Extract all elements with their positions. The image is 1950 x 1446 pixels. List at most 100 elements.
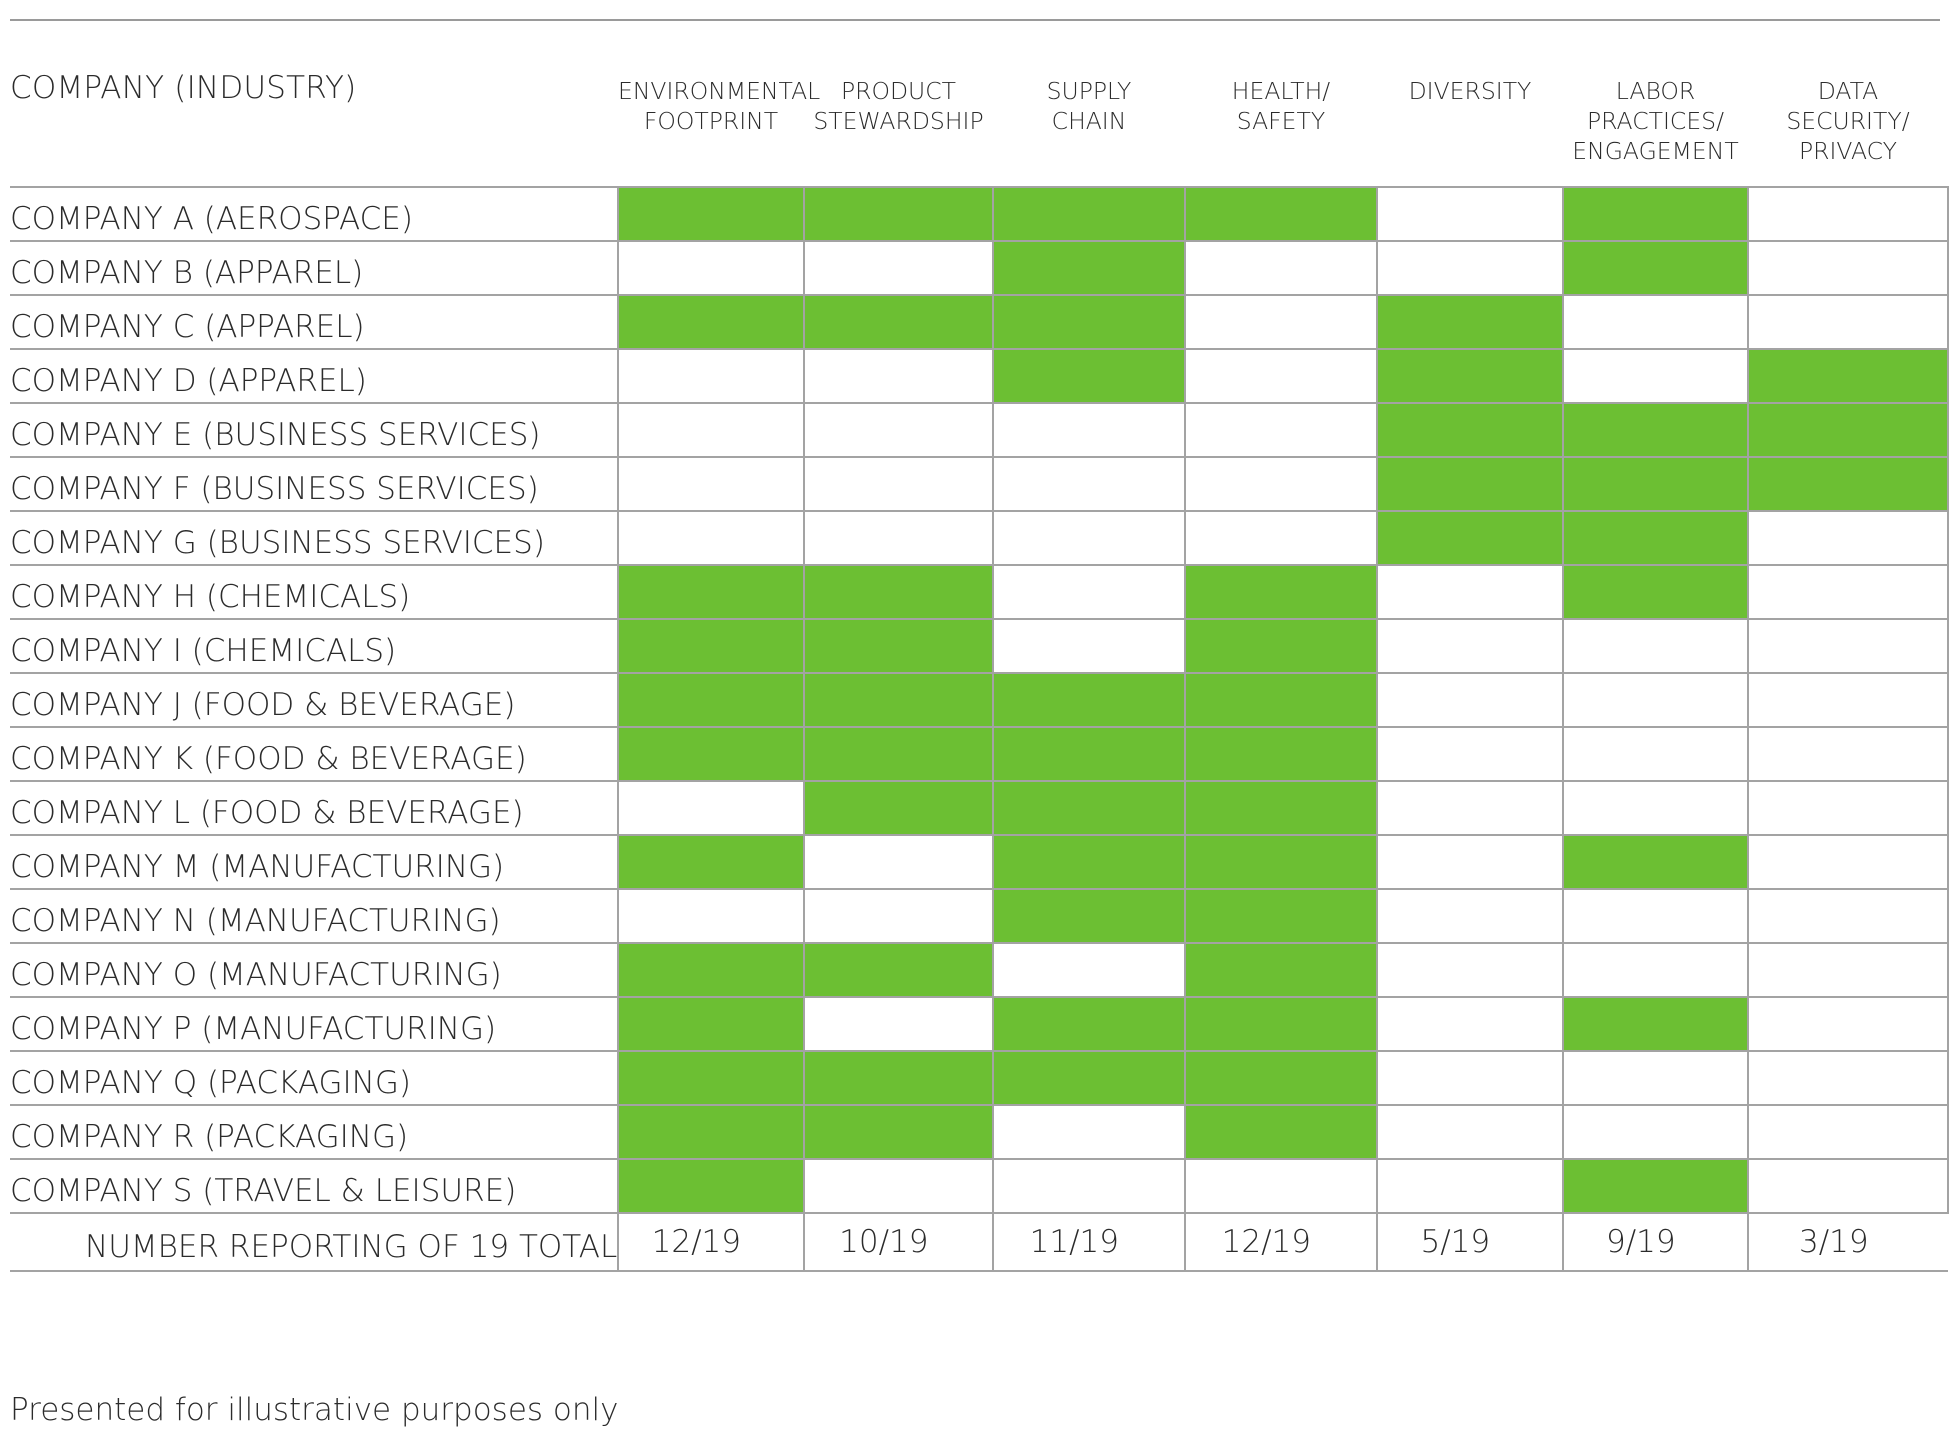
not-reported-cell — [1184, 1158, 1379, 1214]
company-label: COMPANY M (MANUFACTURING) — [10, 834, 620, 890]
not-reported-cell — [1747, 942, 1950, 998]
reported-cell — [1184, 1050, 1379, 1106]
table-row: COMPANY C (APPAREL) — [10, 294, 1950, 350]
reported-cell — [1747, 402, 1950, 458]
not-reported-cell — [1747, 294, 1950, 350]
reported-cell — [1562, 456, 1750, 512]
table-row: COMPANY M (MANUFACTURING) — [10, 834, 1950, 890]
company-label: COMPANY L (FOOD & BEVERAGE) — [10, 780, 620, 836]
not-reported-cell — [1376, 780, 1565, 836]
not-reported-cell — [1747, 240, 1950, 296]
reported-cell — [1184, 726, 1379, 782]
table-row: COMPANY S (TRAVEL & LEISURE) — [10, 1158, 1950, 1214]
table-row: COMPANY A (AEROSPACE) — [10, 186, 1950, 242]
column-header-1: ENVIRONMENTAL FOOTPRINT — [618, 76, 820, 136]
not-reported-cell — [992, 1104, 1187, 1160]
not-reported-cell — [803, 510, 995, 566]
reported-cell — [1562, 402, 1750, 458]
reported-cell — [1562, 996, 1750, 1052]
reported-cell — [992, 996, 1187, 1052]
not-reported-cell — [803, 1158, 995, 1214]
table-row: COMPANY G (BUSINESS SERVICES) — [10, 510, 1950, 566]
not-reported-cell — [617, 456, 806, 512]
reported-cell — [803, 672, 995, 728]
not-reported-cell — [617, 240, 806, 296]
not-reported-cell — [1376, 726, 1565, 782]
reported-cell — [803, 1104, 995, 1160]
reported-cell — [1562, 240, 1750, 296]
company-label: COMPANY I (CHEMICALS) — [10, 618, 620, 674]
reported-cell — [992, 186, 1187, 242]
reported-cell — [803, 726, 995, 782]
reported-cell — [992, 726, 1187, 782]
reported-cell — [803, 294, 995, 350]
reported-cell — [1562, 834, 1750, 890]
column-header-3: SUPPLY CHAIN — [993, 76, 1185, 136]
reported-cell — [992, 1050, 1187, 1106]
not-reported-cell — [1562, 780, 1750, 836]
company-label: COMPANY P (MANUFACTURING) — [10, 996, 620, 1052]
top-rule — [10, 19, 1940, 21]
reported-cell — [992, 834, 1187, 890]
reported-cell — [1562, 564, 1750, 620]
reported-cell — [1184, 834, 1379, 890]
not-reported-cell — [1747, 996, 1950, 1052]
column-header-line: STEWARDSHIP — [813, 107, 984, 135]
not-reported-cell — [1747, 1050, 1950, 1106]
not-reported-cell — [1376, 1158, 1565, 1214]
column-header-line: SAFETY — [1236, 107, 1326, 135]
company-label: COMPANY R (PACKAGING) — [10, 1104, 620, 1160]
reported-cell — [617, 726, 806, 782]
not-reported-cell — [1747, 186, 1950, 242]
not-reported-cell — [1184, 456, 1379, 512]
reported-cell — [617, 1050, 806, 1106]
not-reported-cell — [1562, 1050, 1750, 1106]
column-header-line: PRACTICES/ — [1587, 107, 1724, 135]
not-reported-cell — [1184, 240, 1379, 296]
not-reported-cell — [1562, 618, 1750, 674]
footnote: Presented for illustrative purposes only — [10, 1392, 619, 1428]
column-header-line: PRODUCT — [840, 77, 957, 105]
not-reported-cell — [617, 888, 806, 944]
not-reported-cell — [1184, 510, 1379, 566]
reported-cell — [1376, 510, 1565, 566]
not-reported-cell — [617, 402, 806, 458]
not-reported-cell — [803, 996, 995, 1052]
reported-cell — [617, 672, 806, 728]
reported-cell — [617, 834, 806, 890]
not-reported-cell — [1184, 294, 1379, 350]
table-row: COMPANY D (APPAREL) — [10, 348, 1950, 404]
table-row: COMPANY R (PACKAGING) — [10, 1104, 1950, 1160]
reported-cell — [617, 564, 806, 620]
table-row: COMPANY I (CHEMICALS) — [10, 618, 1950, 674]
not-reported-cell — [1562, 672, 1750, 728]
reported-cell — [1184, 672, 1379, 728]
total-count: 3/19 — [1747, 1212, 1949, 1272]
total-count: 12/19 — [617, 1212, 806, 1272]
not-reported-cell — [1747, 672, 1950, 728]
table-row: COMPANY L (FOOD & BEVERAGE) — [10, 780, 1950, 836]
table-row: COMPANY K (FOOD & BEVERAGE) — [10, 726, 1950, 782]
reported-cell — [1184, 186, 1379, 242]
not-reported-cell — [1376, 240, 1565, 296]
not-reported-cell — [1376, 888, 1565, 944]
reported-cell — [617, 1158, 806, 1214]
column-header-4: HEALTH/SAFETY — [1185, 76, 1377, 136]
reported-cell — [1376, 294, 1565, 350]
company-label: COMPANY H (CHEMICALS) — [10, 564, 620, 620]
total-count: 12/19 — [1184, 1212, 1379, 1272]
company-label: COMPANY E (BUSINESS SERVICES) — [10, 402, 620, 458]
reported-cell — [617, 1104, 806, 1160]
reported-cell — [1184, 996, 1379, 1052]
reported-cell — [617, 996, 806, 1052]
not-reported-cell — [617, 348, 806, 404]
reported-cell — [617, 618, 806, 674]
reported-cell — [1184, 618, 1379, 674]
column-header-line: LABOR — [1615, 77, 1696, 105]
totals-label: NUMBER REPORTING OF 19 TOTAL — [10, 1212, 620, 1272]
company-label: COMPANY S (TRAVEL & LEISURE) — [10, 1158, 620, 1214]
reported-cell — [1184, 888, 1379, 944]
column-header-line: HEALTH/ — [1231, 77, 1331, 105]
reported-cell — [1184, 780, 1379, 836]
reported-cell — [803, 618, 995, 674]
